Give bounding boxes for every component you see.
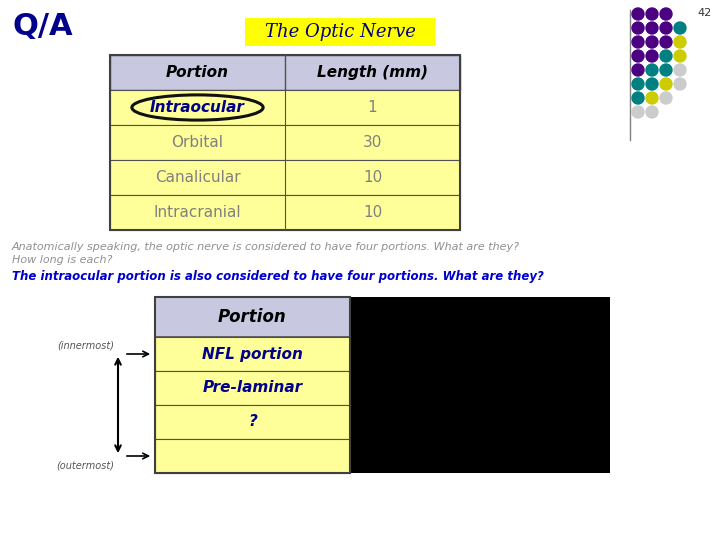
Text: The Optic Nerve: The Optic Nerve [264, 23, 415, 41]
Circle shape [632, 78, 644, 90]
Circle shape [646, 78, 658, 90]
Circle shape [646, 64, 658, 76]
Bar [110, 195, 460, 230]
Circle shape [646, 8, 658, 20]
Circle shape [660, 92, 672, 104]
Circle shape [660, 22, 672, 34]
Circle shape [646, 50, 658, 62]
Text: Q/A: Q/A [12, 12, 73, 41]
Circle shape [632, 106, 644, 118]
Circle shape [660, 50, 672, 62]
Circle shape [632, 36, 644, 48]
Circle shape [632, 64, 644, 76]
Text: NFL portion: NFL portion [202, 347, 303, 361]
Circle shape [660, 8, 672, 20]
Text: Orbital: Orbital [171, 135, 223, 150]
Text: 42: 42 [698, 8, 712, 18]
Circle shape [632, 92, 644, 104]
Bar [110, 125, 460, 160]
Text: Length (mm): Length (mm) [317, 65, 428, 80]
Circle shape [632, 22, 644, 34]
Bar [155, 371, 350, 405]
Bar [350, 297, 610, 473]
Bar [155, 405, 350, 439]
Text: Portion: Portion [166, 65, 229, 80]
Text: 30: 30 [363, 135, 382, 150]
Bar [110, 55, 460, 230]
Circle shape [674, 78, 686, 90]
Circle shape [646, 22, 658, 34]
Circle shape [632, 8, 644, 20]
Circle shape [632, 50, 644, 62]
Text: Intracranial: Intracranial [153, 205, 241, 220]
Text: Canalicular: Canalicular [155, 170, 240, 185]
Text: The intraocular portion is also considered to have four portions. What are they?: The intraocular portion is also consider… [12, 270, 544, 283]
Text: How long is each?: How long is each? [12, 255, 112, 265]
Text: 1: 1 [368, 100, 377, 115]
Text: 10: 10 [363, 205, 382, 220]
Circle shape [674, 36, 686, 48]
Bar [155, 337, 350, 371]
Bar [110, 160, 460, 195]
Bar [155, 297, 350, 337]
Circle shape [674, 50, 686, 62]
Circle shape [660, 78, 672, 90]
Circle shape [646, 106, 658, 118]
Circle shape [660, 64, 672, 76]
Text: Portion: Portion [218, 308, 287, 326]
Text: (innermost): (innermost) [57, 340, 114, 350]
Circle shape [660, 36, 672, 48]
Text: (outermost): (outermost) [56, 460, 114, 470]
Circle shape [674, 22, 686, 34]
Bar [155, 297, 350, 473]
Circle shape [646, 92, 658, 104]
Bar [110, 55, 460, 90]
Circle shape [674, 64, 686, 76]
Text: 10: 10 [363, 170, 382, 185]
Text: ?: ? [248, 415, 257, 429]
Circle shape [646, 36, 658, 48]
Bar [155, 439, 350, 473]
Text: Pre-laminar: Pre-laminar [202, 381, 302, 395]
FancyBboxPatch shape [245, 18, 435, 46]
Bar [110, 90, 460, 125]
Text: Anatomically speaking, the optic nerve is considered to have four portions. What: Anatomically speaking, the optic nerve i… [12, 242, 520, 252]
Text: Intraocular: Intraocular [150, 100, 245, 115]
